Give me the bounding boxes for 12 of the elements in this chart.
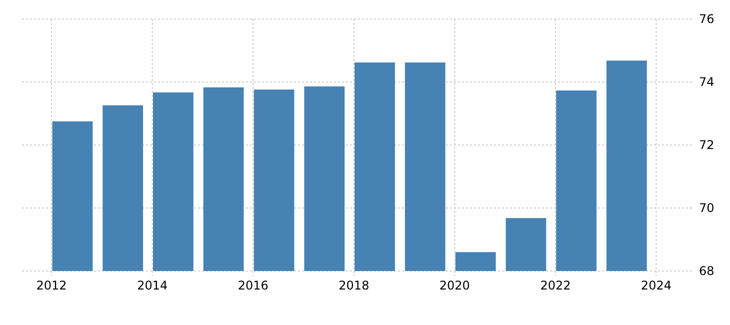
y-tick-label: 76	[699, 12, 714, 26]
x-tick-label: 2022	[540, 278, 571, 293]
y-tick-label: 68	[699, 264, 714, 278]
x-tick-label: 2012	[36, 278, 67, 293]
x-tick-label: 2024	[640, 278, 672, 293]
y-tick-label: 70	[699, 200, 714, 215]
y-tick-label: 74	[699, 74, 714, 89]
x-tick-label: 2018	[338, 278, 370, 293]
y-tick-label: 72	[699, 138, 714, 152]
x-tick-label: 2020	[439, 278, 470, 293]
x-tick-label: 2014	[137, 278, 168, 293]
x-tick-label: 2016	[238, 278, 268, 293]
